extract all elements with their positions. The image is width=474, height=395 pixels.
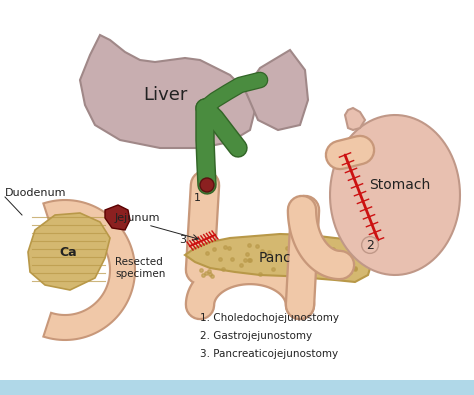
Text: Resected
specimen: Resected specimen xyxy=(115,257,165,279)
Polygon shape xyxy=(28,213,110,290)
Polygon shape xyxy=(43,200,135,340)
Text: Liver: Liver xyxy=(143,86,187,104)
Text: Duodenum: Duodenum xyxy=(5,188,66,198)
Polygon shape xyxy=(345,108,365,130)
Text: Pancreas: Pancreas xyxy=(259,251,321,265)
Polygon shape xyxy=(185,234,372,282)
Circle shape xyxy=(200,178,214,192)
Polygon shape xyxy=(105,205,130,230)
Text: 3. Pancreaticojejunostomy: 3. Pancreaticojejunostomy xyxy=(200,349,338,359)
Text: 2: 2 xyxy=(366,239,374,252)
Polygon shape xyxy=(80,35,255,148)
Text: Jejunum: Jejunum xyxy=(115,213,161,223)
Text: 3: 3 xyxy=(180,235,186,245)
Text: 1. Choledochojejunostomy: 1. Choledochojejunostomy xyxy=(200,313,339,323)
Text: 2. Gastrojejunostomy: 2. Gastrojejunostomy xyxy=(200,331,312,341)
Text: Stomach: Stomach xyxy=(369,178,430,192)
Text: Ca: Ca xyxy=(59,246,77,258)
Polygon shape xyxy=(245,50,308,130)
Polygon shape xyxy=(330,115,460,275)
Text: 1: 1 xyxy=(193,193,201,203)
Bar xyxy=(0,380,474,395)
